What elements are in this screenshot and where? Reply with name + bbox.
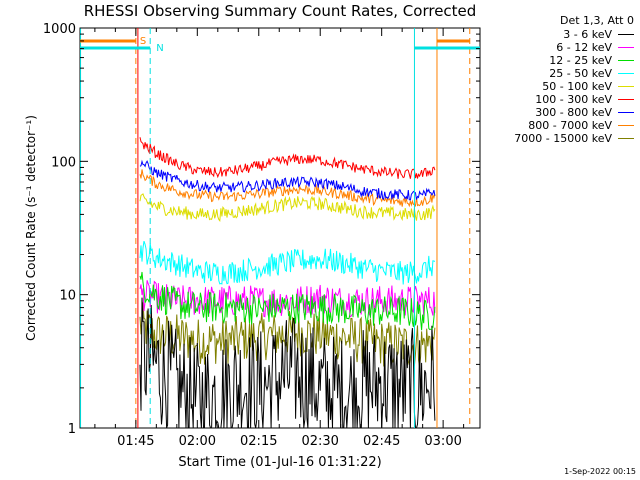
chart-title: RHESSI Observing Summary Count Rates, Co… xyxy=(84,2,477,20)
legend-swatch xyxy=(618,60,634,61)
series-line-6 xyxy=(139,159,436,201)
legend-item-4: 50 - 100 keV xyxy=(542,80,634,93)
y-tick-label-2: 100 xyxy=(51,155,76,170)
x-tick-label-0: 01:45 xyxy=(117,434,154,449)
legend-item-6: 300 - 800 keV xyxy=(535,106,634,119)
x-tick-label-5: 03:00 xyxy=(424,434,461,449)
marker-layer: SN xyxy=(80,28,480,428)
x-tick-label-4: 02:45 xyxy=(363,434,400,449)
series-line-3 xyxy=(139,240,436,285)
series-layer xyxy=(139,137,436,429)
legend-swatch xyxy=(618,47,634,48)
legend-item-1: 6 - 12 keV xyxy=(556,41,634,54)
legend-swatch xyxy=(618,73,634,74)
legend-item-0: 3 - 6 keV xyxy=(563,28,634,41)
legend-item-3: 25 - 50 keV xyxy=(549,67,634,80)
legend-label: 300 - 800 keV xyxy=(535,106,612,119)
y-tick-label-3: 1000 xyxy=(43,22,76,37)
legend-item-5: 100 - 300 keV xyxy=(535,93,634,106)
y-tick-label-1: 10 xyxy=(59,289,76,304)
legend-item-7: 800 - 7000 keV xyxy=(528,119,634,132)
legend-label: 6 - 12 keV xyxy=(556,41,612,54)
legend-swatch xyxy=(618,99,634,100)
x-tick-label-3: 02:30 xyxy=(301,434,338,449)
saa-marker-label: S xyxy=(140,36,146,47)
legend-label: 12 - 25 keV xyxy=(549,54,612,67)
legend-title-text: Det 1,3, Att 0 xyxy=(560,14,634,27)
legend-swatch xyxy=(618,112,634,113)
plot-frame xyxy=(79,27,481,429)
legend-swatch xyxy=(618,125,634,126)
x-tick-label-1: 02:00 xyxy=(179,434,216,449)
legend-item-8: 7000 - 15000 keV xyxy=(514,132,634,145)
legend-label: 800 - 7000 keV xyxy=(528,119,612,132)
y-tick-label-0: 1 xyxy=(68,422,76,437)
x-axis-label: Start Time (01-Jul-16 01:31:22) xyxy=(178,455,381,470)
legend-label: 100 - 300 keV xyxy=(535,93,612,106)
night-marker-label: N xyxy=(156,43,163,54)
legend-label: 50 - 100 keV xyxy=(542,80,612,93)
series-line-4 xyxy=(139,193,436,222)
x-tick-label-2: 02:15 xyxy=(240,434,277,449)
legend-label: 3 - 6 keV xyxy=(563,28,612,41)
series-line-2 xyxy=(139,271,436,331)
axis-layer: 1 10 100 1000 01:45 02:00 02:15 02:30 02:45 03:00 xyxy=(43,22,480,449)
legend-swatch xyxy=(618,138,634,139)
series-line-5 xyxy=(139,137,436,179)
y-axis-label: Corrected Count Rate (s⁻¹ detector⁻¹) xyxy=(24,115,38,341)
legend-title: Det 1,3, Att 0 xyxy=(560,14,634,27)
legend-swatch xyxy=(618,86,634,87)
legend-label: 25 - 50 keV xyxy=(549,67,612,80)
legend-label: 7000 - 15000 keV xyxy=(514,132,612,145)
footer-timestamp: 1-Sep-2022 00:15 xyxy=(564,467,636,476)
series-line-0 xyxy=(139,297,436,429)
legend-item-2: 12 - 25 keV xyxy=(549,54,634,67)
legend-swatch xyxy=(618,34,634,35)
